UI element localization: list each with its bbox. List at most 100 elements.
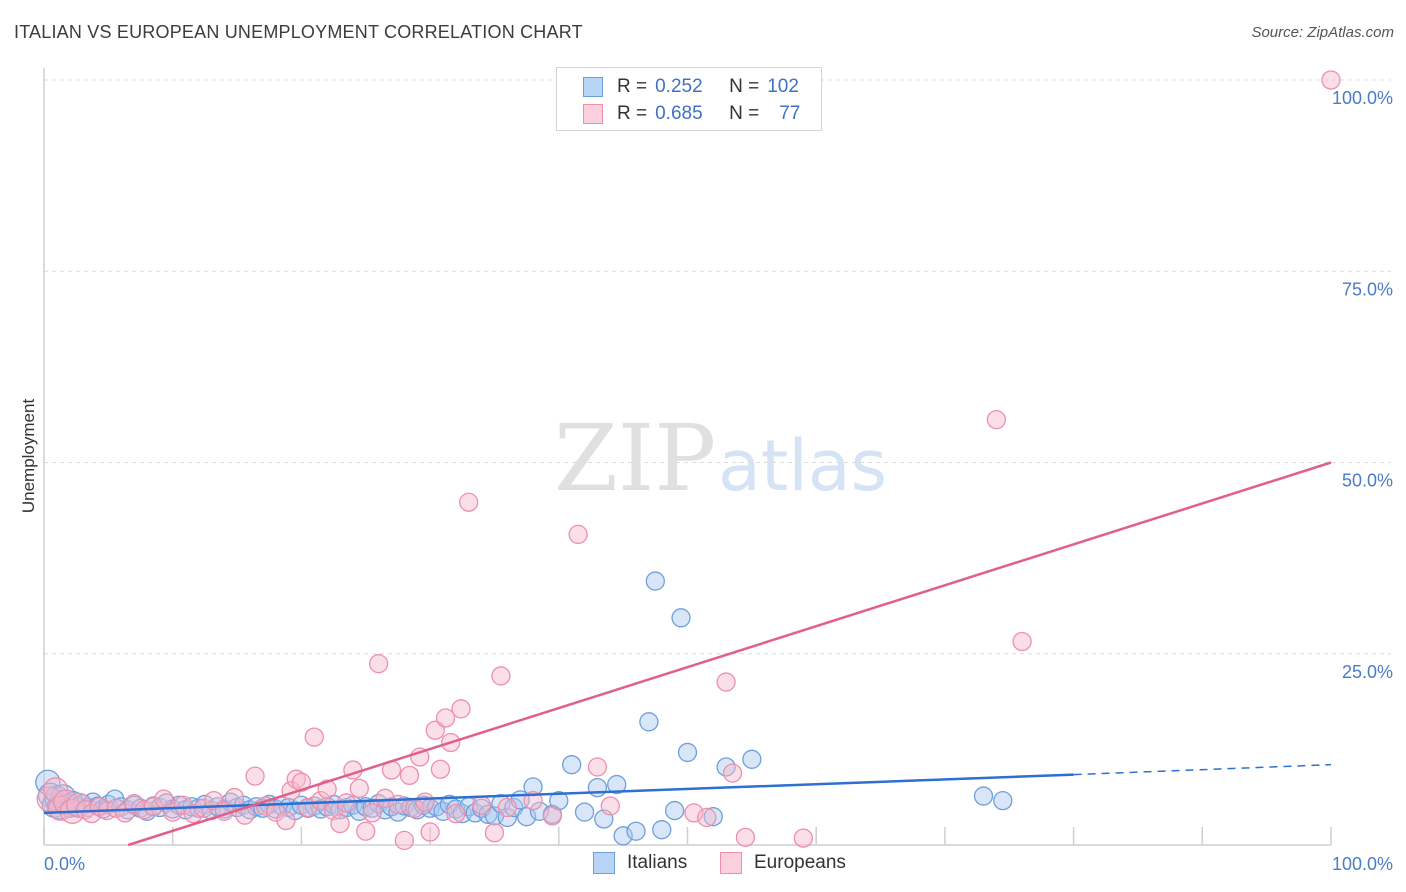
gridlines	[44, 79, 1391, 655]
italians-legend-swatch	[593, 852, 615, 874]
tick-labels: 25.0% 50.0% 75.0% 100.0% 0.0% 100.0%	[44, 88, 1393, 874]
europeans-point	[425, 720, 445, 740]
europeans-point	[986, 410, 1007, 430]
italians-point	[607, 774, 627, 795]
europeans-point	[388, 794, 408, 815]
watermark-zip: ZIP	[554, 405, 716, 512]
europeans-point	[349, 778, 369, 799]
europeans-point	[420, 822, 440, 842]
italians-point	[742, 749, 762, 769]
italians-point	[993, 790, 1013, 811]
europeans-point	[368, 654, 389, 674]
italians-point	[677, 742, 698, 763]
europeans-point	[471, 795, 492, 815]
europeans-point	[793, 828, 813, 848]
n-label: N =	[729, 76, 760, 97]
watermark-atlas: atlas	[718, 425, 887, 507]
italians-point	[652, 820, 672, 840]
europeans-points	[36, 70, 1341, 851]
europeans-point	[183, 803, 203, 824]
europeans-point	[722, 763, 743, 783]
italians-point	[703, 807, 723, 827]
europeans-point	[1321, 70, 1341, 90]
europeans-trend-line	[127, 461, 1332, 847]
legend-row-europeans: R = 0.685 N = 77	[583, 102, 800, 126]
legend-row-italians: R = 0.252 N = 102	[583, 75, 799, 99]
europeans-legend-label: Europeans	[754, 852, 846, 873]
trendlines	[43, 461, 1332, 847]
europeans-point	[716, 672, 736, 692]
europeans-point	[286, 769, 306, 789]
europeans-point	[568, 524, 588, 545]
europeans-point	[600, 796, 620, 816]
europeans-point	[415, 792, 435, 812]
europeans-point	[430, 759, 451, 779]
source-label: Source: ZipAtlas.com	[1251, 24, 1394, 41]
italians-point	[664, 800, 685, 821]
italians-trend-extension	[1073, 763, 1332, 776]
europeans-point	[435, 708, 456, 728]
italians-point	[562, 755, 582, 775]
y-axis-label: Unemployment	[19, 399, 38, 514]
europeans-point	[1012, 631, 1032, 652]
europeans-point	[291, 772, 312, 792]
europeans-point	[143, 797, 164, 817]
italians-swatch	[583, 77, 603, 97]
europeans-point	[587, 757, 608, 777]
europeans-point	[451, 699, 471, 719]
italians-point	[639, 712, 659, 732]
europeans-swatch	[583, 104, 603, 124]
n-label: N =	[729, 103, 760, 124]
europeans-point	[81, 803, 102, 824]
europeans-point	[697, 807, 717, 828]
y-tick-label: 100.0%	[1332, 88, 1393, 108]
italians-point	[587, 777, 608, 798]
europeans-point	[497, 797, 517, 818]
italians-point	[645, 571, 665, 591]
italians-point	[973, 786, 994, 806]
italians-point	[671, 608, 691, 628]
europeans-point	[491, 666, 511, 686]
europeans-point	[311, 790, 331, 811]
chart-title: ITALIAN VS EUROPEAN UNEMPLOYMENT CORRELA…	[14, 22, 583, 42]
europeans-point	[459, 492, 479, 512]
italians-point	[497, 807, 517, 828]
europeans-point	[446, 803, 466, 824]
europeans-point	[484, 823, 505, 843]
legend-europeans: Europeans	[720, 852, 846, 874]
italians-r-value: 0.252	[655, 76, 703, 97]
europeans-point	[523, 790, 543, 811]
europeans-point	[362, 803, 382, 823]
italians-legend-label: Italians	[627, 852, 688, 873]
watermark: ZIP atlas	[554, 405, 887, 512]
europeans-point	[224, 787, 245, 808]
x-tick-label: 100.0%	[1332, 854, 1393, 874]
italians-point	[574, 802, 595, 822]
europeans-n-value: 77	[779, 103, 801, 124]
x-tick-label: 0.0%	[44, 854, 85, 874]
europeans-point	[542, 806, 563, 826]
europeans-point	[399, 765, 420, 786]
legend-italians: Italians	[593, 852, 687, 874]
r-label: R =	[617, 76, 648, 97]
y-tick-label: 75.0%	[1342, 279, 1393, 299]
europeans-legend-swatch	[720, 852, 742, 874]
italians-trend-line	[43, 773, 1074, 815]
italians-n-value: 102	[767, 76, 799, 97]
italians-point	[626, 821, 646, 841]
europeans-r-value: 0.685	[655, 103, 703, 124]
europeans-point	[317, 779, 337, 799]
europeans-point	[330, 813, 350, 834]
europeans-point	[356, 821, 376, 841]
europeans-point	[276, 810, 296, 831]
y-tick-label: 50.0%	[1342, 471, 1393, 491]
europeans-point	[245, 766, 265, 786]
europeans-point	[106, 798, 126, 818]
correlation-legend: R = 0.252 N = 102 R = 0.685 N = 77	[556, 67, 822, 131]
europeans-point	[394, 830, 415, 851]
r-label: R =	[617, 103, 648, 124]
europeans-point	[304, 727, 324, 747]
europeans-point	[735, 827, 756, 847]
y-tick-label: 25.0%	[1342, 662, 1393, 682]
